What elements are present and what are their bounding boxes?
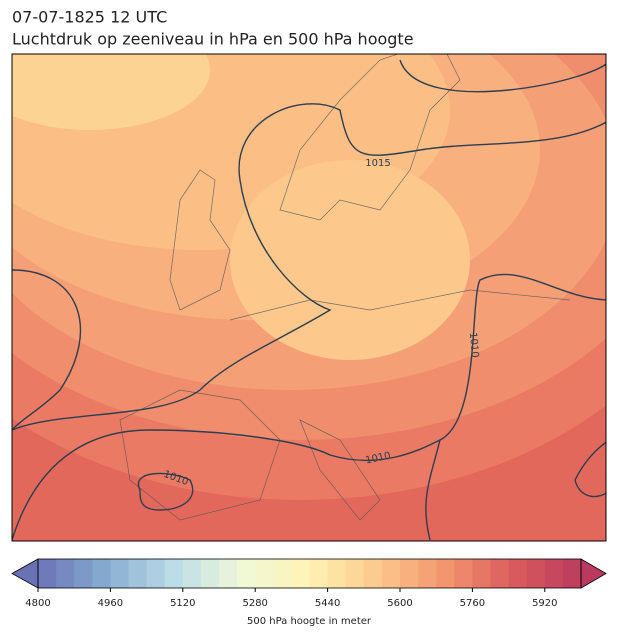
- colorbar-segment: [291, 559, 310, 588]
- colorbar-segment: [418, 559, 437, 588]
- contour-label: 1010: [467, 332, 480, 358]
- colorbar-segment: [255, 559, 274, 588]
- coastlines: [119, 54, 571, 521]
- colorbar-extend-high: [580, 558, 607, 589]
- colorbar-segment: [363, 559, 383, 588]
- colorbar-extend-low: [11, 558, 39, 589]
- colorbar-segment: [309, 559, 329, 588]
- contour-label: 1010: [365, 450, 392, 466]
- map: [12, 54, 606, 541]
- colorbar-segment: [454, 559, 473, 588]
- colorbar-segment: [128, 559, 148, 588]
- colorbar-segment: [182, 559, 202, 588]
- colorbar-segment: [508, 559, 528, 588]
- colorbar-segment: [345, 559, 365, 588]
- colorbar-segment: [562, 559, 582, 588]
- colorbar-tick-label: 5440: [315, 598, 340, 609]
- colorbar-segment: [92, 559, 111, 588]
- colorbar-tick-label: 4960: [98, 598, 123, 609]
- colorbar-tick-label: 4800: [25, 598, 50, 609]
- subtitle: Luchtdruk op zeeniveau in hPa en 500 hPa…: [12, 30, 414, 49]
- colorbar-tick-label: 5600: [387, 598, 412, 609]
- colorbar-segment: [400, 559, 419, 588]
- title: 07-07-1825 12 UTC: [12, 8, 167, 27]
- colorbar-label: 500 hPa hoogte in meter: [247, 616, 372, 627]
- colorbar-segment: [74, 559, 93, 588]
- colorbar-segment: [526, 559, 546, 588]
- colorbar-segment: [327, 559, 347, 588]
- colorbar-segment: [381, 559, 401, 588]
- colorbar-tick-label: 5760: [460, 598, 485, 609]
- colorbar-segment: [164, 559, 184, 588]
- map-frame: [11, 53, 607, 542]
- isobars: [12, 59, 606, 541]
- colorbar-tick-label: 5120: [170, 598, 195, 609]
- colorbar-segment: [273, 559, 292, 588]
- colorbar-tick-label: 5920: [532, 598, 557, 609]
- colorbar-segment: [146, 559, 166, 588]
- colorbar-segment: [237, 559, 256, 588]
- colorbar-segment: [110, 559, 129, 588]
- colorbar: 4800 4960 5120 5280 5440 5600 5760 5920: [11, 558, 607, 609]
- colorbar-segment: [200, 559, 220, 588]
- colorbar-tick-label: 5280: [242, 598, 267, 609]
- colorbar-segment: [490, 559, 510, 588]
- colorbar-segment: [219, 559, 238, 588]
- colorbar-segment: [436, 559, 455, 588]
- colorbar-segment: [56, 559, 75, 588]
- colorbar-segment: [472, 559, 491, 588]
- colorbar-frame: [37, 558, 582, 589]
- colorbar-segment: [544, 559, 564, 588]
- colorbar-segment: [38, 559, 57, 588]
- contour-label: 1015: [365, 158, 390, 169]
